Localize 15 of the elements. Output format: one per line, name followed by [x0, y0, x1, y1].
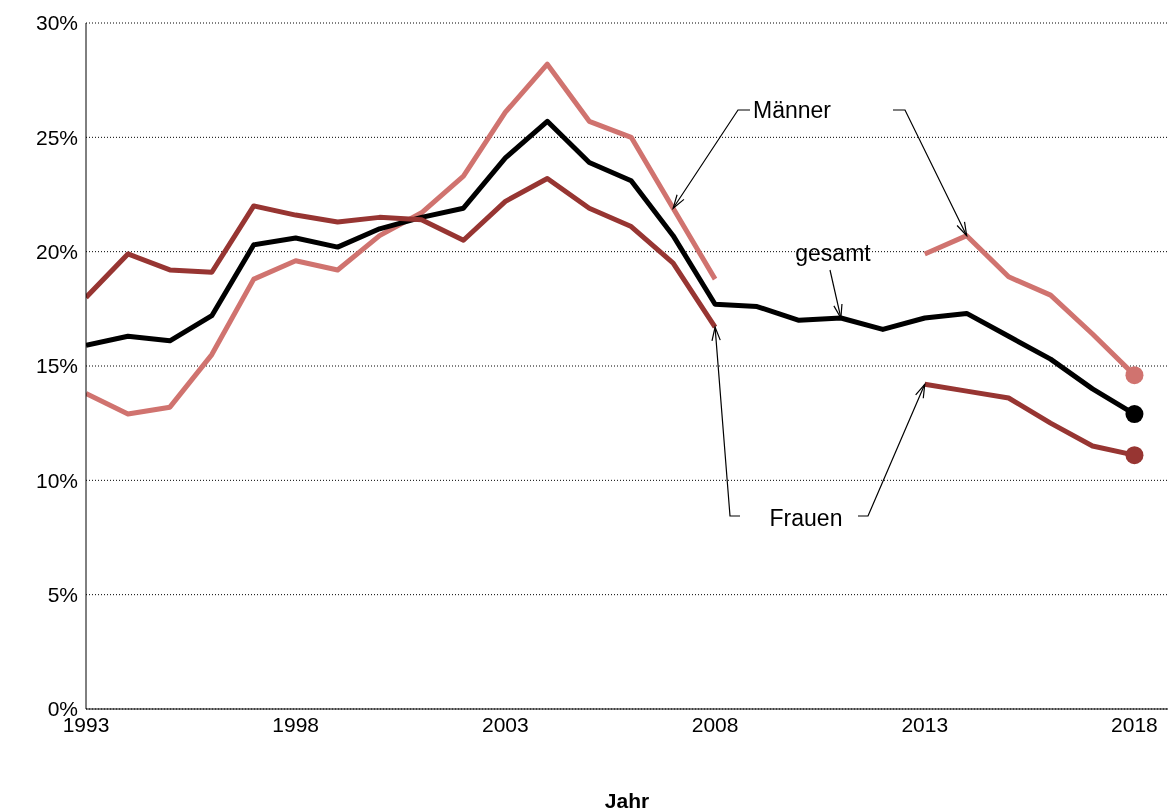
y-tick-label: 30%	[35, 11, 78, 35]
x-axis-title: Jahr	[604, 789, 650, 809]
x-tick-label: 2008	[691, 712, 739, 736]
text: Frauen	[769, 505, 843, 531]
x-tick-label: 2013	[901, 712, 949, 736]
text: gesamt	[795, 240, 872, 266]
y-tick-label: 10%	[35, 468, 78, 492]
y-tick-label: 20%	[35, 240, 78, 264]
x-tick-label: 2018	[1111, 712, 1158, 736]
y-tick-label: 25%	[35, 125, 78, 149]
x-tick-label: 2003	[482, 712, 529, 736]
y-tick-label: 15%	[35, 354, 78, 378]
text: Männer	[753, 97, 832, 123]
x-tick-label: 1998	[272, 712, 320, 736]
y-tick-label: 5%	[47, 583, 78, 607]
